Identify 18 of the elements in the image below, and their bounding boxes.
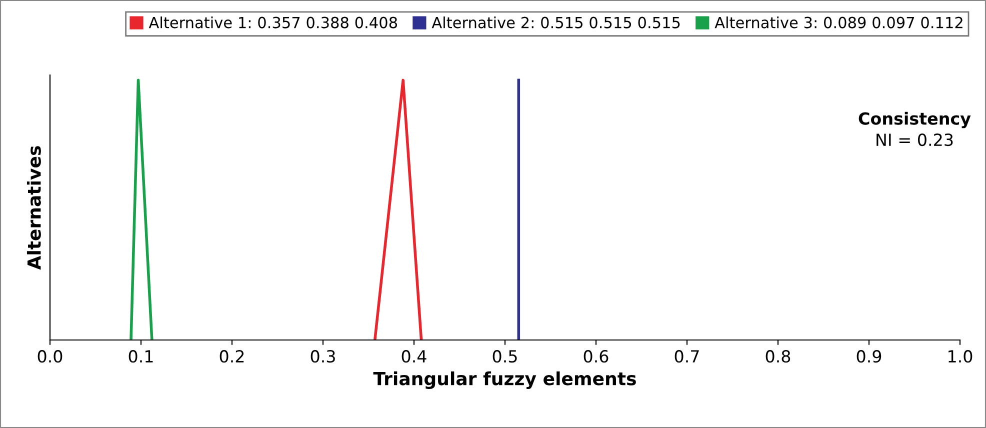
x-tick-label: 0.6: [584, 350, 608, 363]
legend-label: Alternative 3: 0.089 0.097 0.112: [714, 16, 962, 28]
annotation: NI = 0.23: [876, 133, 953, 146]
legend-label: Alternative 2: 0.515 0.515 0.515: [432, 16, 680, 28]
legend-label: Alternative 1: 0.357 0.388 0.408: [148, 16, 398, 28]
x-tick-label: 0.3: [310, 350, 335, 363]
x-tick-label: 0.5: [492, 350, 517, 363]
annotation: Consistency: [858, 112, 971, 128]
x-tick-label: 0.7: [674, 350, 699, 363]
x-tick-label: 1.0: [948, 350, 972, 363]
x-axis-title: Triangular fuzzy elements: [373, 371, 636, 390]
x-tick-label: 0.0: [38, 350, 62, 363]
y-axis-title: Alternatives: [26, 146, 41, 270]
x-tick-label: 0.2: [220, 350, 244, 363]
x-tick-label: 0.9: [856, 350, 882, 363]
x-tick-label: 0.1: [128, 350, 153, 363]
x-tick-label: 0.4: [402, 350, 426, 363]
x-tick-label: 0.8: [766, 350, 790, 363]
